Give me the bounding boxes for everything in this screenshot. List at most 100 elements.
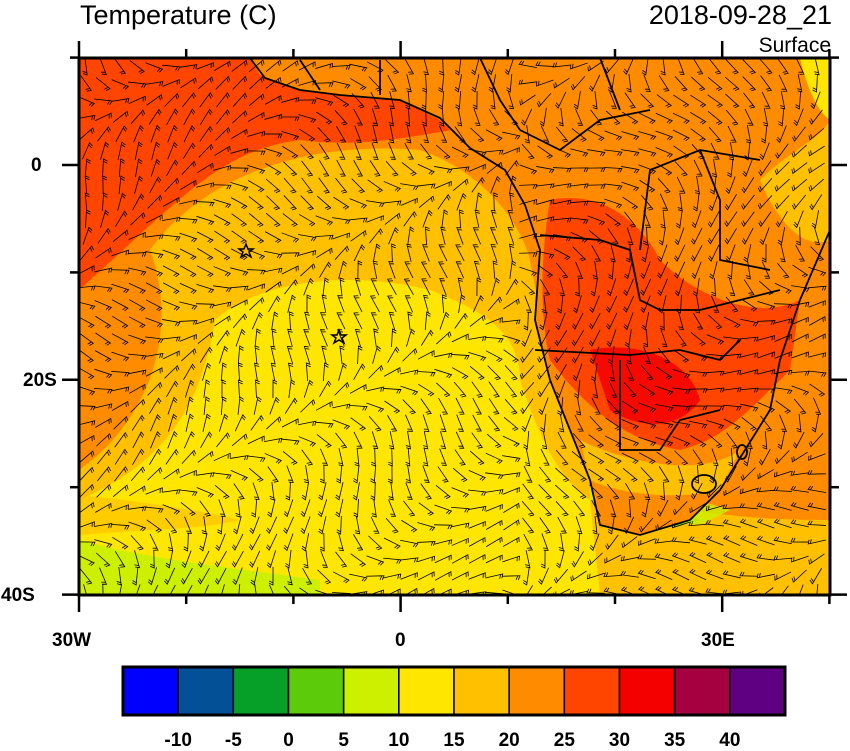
- wind-barb: [604, 198, 623, 209]
- wind-barb: [604, 149, 623, 157]
- wind-barb: [808, 316, 826, 326]
- wind-barb: [366, 555, 385, 566]
- wind-barb: [416, 371, 436, 377]
- wind-barb: [540, 448, 550, 466]
- wind-barb: [625, 483, 636, 500]
- wind-barb: [689, 552, 707, 564]
- wind-barb: [707, 76, 723, 92]
- wind-barb: [199, 125, 213, 142]
- wind-barb: [724, 211, 738, 228]
- wind-barb: [215, 533, 226, 552]
- wind-barb: [759, 227, 770, 246]
- wind-barb: [287, 294, 296, 313]
- wind-barb: [97, 227, 111, 244]
- wind-barb: [145, 487, 163, 495]
- wind-barb: [706, 387, 725, 393]
- wind-barb: [458, 209, 464, 229]
- wind-barb: [149, 176, 162, 194]
- wind-barb: [146, 519, 163, 533]
- wind-barb: [132, 431, 145, 449]
- wind-barb: [621, 166, 640, 174]
- wind-barb: [368, 364, 384, 379]
- wind-barb: [179, 265, 197, 278]
- wind-barb: [555, 126, 569, 143]
- wind-barb: [315, 421, 334, 428]
- wind-barb: [606, 278, 617, 297]
- wind-barb: [728, 142, 735, 161]
- wind-barb: [283, 177, 297, 194]
- wind-barb: [808, 553, 825, 565]
- wind-barb: [214, 230, 231, 244]
- wind-barb: [319, 261, 332, 278]
- wind-barb: [300, 516, 311, 535]
- wind-barb: [606, 329, 617, 348]
- wind-barb: [673, 349, 690, 363]
- wind-barb: [389, 91, 395, 110]
- wind-barb: [95, 332, 112, 346]
- wind-barb: [405, 414, 414, 432]
- wind-barb: [145, 353, 164, 359]
- wind-barb: [659, 193, 669, 211]
- wind-barb: [128, 506, 147, 512]
- wind-barb: [441, 294, 447, 314]
- wind-barb: [336, 464, 343, 484]
- wind-barb: [422, 414, 430, 432]
- wind-barb: [283, 499, 294, 518]
- wind-barb: [774, 571, 792, 581]
- wind-barb: [468, 572, 486, 580]
- wind-barb: [655, 385, 674, 396]
- wind-barb: [757, 369, 776, 375]
- wind-barb: [674, 227, 685, 246]
- colorbar-swatch: [508, 666, 566, 716]
- wind-barb: [505, 381, 518, 398]
- wind-barb: [475, 192, 483, 211]
- wind-barb: [269, 396, 280, 415]
- wind-barb: [404, 58, 415, 75]
- colorbar-swatch: [122, 666, 179, 716]
- wind-barb: [417, 555, 436, 563]
- wind-barb: [135, 584, 141, 595]
- wind-barb: [607, 228, 619, 245]
- wind-barb: [417, 571, 435, 581]
- wind-barb: [391, 243, 396, 263]
- wind-barb: [776, 125, 787, 144]
- wind-barb: [756, 535, 775, 546]
- wind-barb: [606, 295, 618, 313]
- wind-barb: [757, 177, 773, 193]
- wind-barb: [588, 451, 605, 465]
- wind-barb: [793, 210, 804, 229]
- wind-barb: [271, 328, 277, 347]
- wind-barb: [79, 501, 95, 514]
- wind-barb: [94, 539, 113, 549]
- wind-barb: [400, 197, 418, 206]
- wind-barb: [220, 396, 227, 416]
- wind-barb: [132, 193, 145, 211]
- wind-barb: [316, 111, 333, 125]
- wind-barb: [251, 312, 263, 330]
- wind-barb: [608, 380, 618, 398]
- wind-barb: [233, 483, 245, 500]
- wind-barb: [637, 554, 657, 560]
- wind-barb: [791, 451, 808, 463]
- colorbar-swatch: [287, 666, 345, 716]
- wind-barb: [757, 335, 776, 341]
- wind-barb: [692, 449, 704, 466]
- wind-barb: [230, 197, 248, 210]
- wind-barb: [182, 92, 196, 108]
- wind-barb: [624, 92, 636, 109]
- colorbar-swatch: [618, 666, 676, 716]
- wind-barb: [166, 108, 179, 126]
- wind-barb: [218, 345, 229, 364]
- wind-barb: [181, 348, 197, 362]
- wind-barb: [807, 469, 827, 475]
- wind-barb: [321, 294, 327, 313]
- wind-barb: [283, 585, 293, 595]
- wind-barb: [809, 109, 823, 125]
- wind-barb: [288, 311, 294, 331]
- wind-barb: [264, 114, 283, 120]
- wind-barb: [791, 194, 807, 210]
- wind-barb: [471, 381, 483, 398]
- wind-barb: [621, 536, 638, 549]
- wind-barb: [485, 489, 504, 495]
